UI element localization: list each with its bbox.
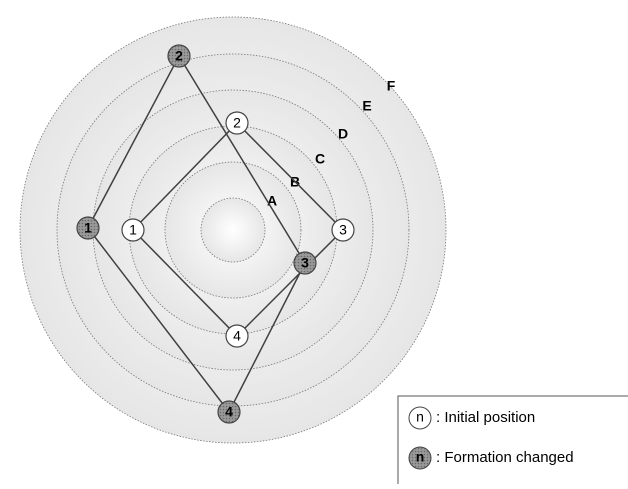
ring-label: A bbox=[267, 193, 277, 209]
initial-node-label: 4 bbox=[233, 328, 241, 344]
changed-node bbox=[167, 44, 191, 68]
ring-label: E bbox=[362, 98, 371, 114]
initial-node-label: 2 bbox=[233, 115, 241, 131]
legend-changed-icon bbox=[408, 446, 432, 470]
initial-node bbox=[121, 218, 145, 242]
ring-label: C bbox=[315, 151, 325, 167]
legend: n : Initial position n : Formation chang… bbox=[397, 395, 628, 487]
initial-node-label: 3 bbox=[339, 222, 347, 238]
ring-label: D bbox=[338, 126, 348, 142]
changed-node bbox=[293, 251, 317, 275]
changed-node-label: 1 bbox=[84, 220, 92, 236]
ring-label: F bbox=[387, 78, 396, 94]
initial-node-label: 1 bbox=[129, 222, 137, 238]
legend-initial-icon bbox=[408, 406, 432, 430]
initial-node bbox=[331, 218, 355, 242]
legend-initial-label: : Initial position bbox=[436, 409, 535, 426]
changed-node-label: 3 bbox=[301, 255, 309, 271]
initial-node bbox=[225, 111, 249, 135]
nodes: 1 2 3 4 1 2 3 4 bbox=[76, 44, 355, 424]
legend-changed-symbol: n bbox=[416, 449, 425, 465]
legend-initial-symbol: n bbox=[416, 409, 424, 425]
changed-node-label: 2 bbox=[175, 48, 183, 64]
changed-node bbox=[76, 216, 100, 240]
legend-box bbox=[397, 395, 628, 487]
legend-changed-label: : Formation changed bbox=[436, 449, 574, 466]
initial-node bbox=[225, 324, 249, 348]
ring bbox=[200, 197, 266, 263]
changed-node bbox=[217, 400, 241, 424]
changed-node-label: 4 bbox=[225, 404, 233, 420]
